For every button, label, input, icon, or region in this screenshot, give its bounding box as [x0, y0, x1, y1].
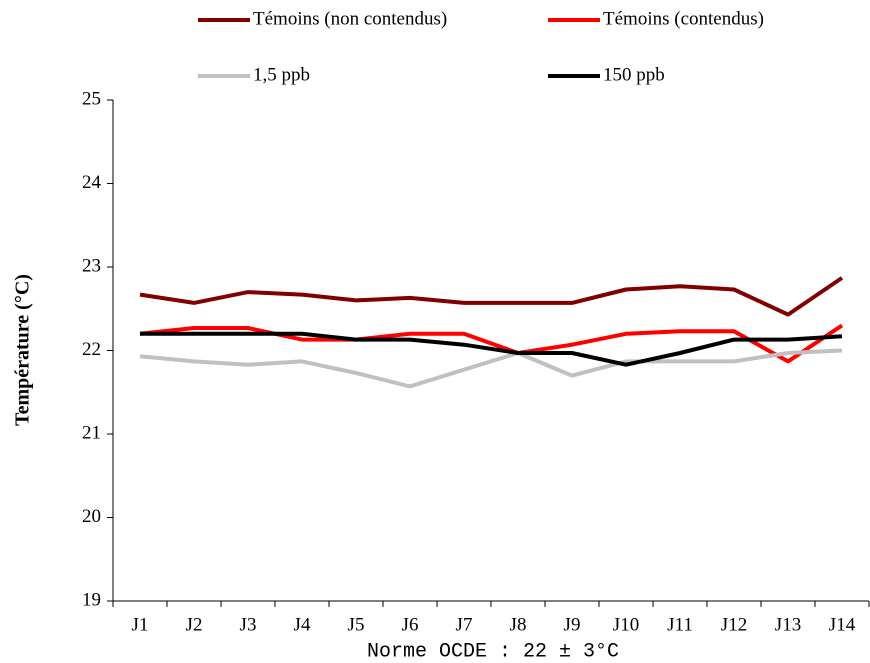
x-tick-label: J13: [775, 614, 801, 635]
x-tick-label: J14: [829, 614, 856, 635]
x-tick-label: J5: [348, 614, 365, 635]
y-tick-label: 22: [82, 339, 101, 360]
x-tick-label: J3: [240, 614, 257, 635]
legend-label: 1,5 ppb: [253, 64, 310, 85]
legend-label: Témoins (non contendus): [253, 8, 447, 29]
annotation: Norme OCDE : 22 ± 3°C: [367, 640, 619, 663]
y-tick-label: 25: [82, 88, 101, 109]
y-axis-label: Température (°C): [12, 274, 34, 426]
y-tick-label: 20: [82, 506, 101, 527]
x-tick-label: J10: [613, 614, 639, 635]
legend-label: 150 ppb: [603, 64, 665, 85]
x-tick-label: J1: [132, 614, 149, 635]
x-tick-label: J2: [186, 614, 203, 635]
y-tick-label: 21: [82, 422, 101, 443]
series-line: [139, 323, 844, 364]
y-tick-label: 19: [82, 589, 101, 610]
x-tick-label: J4: [294, 614, 311, 635]
x-tick-label: J9: [564, 614, 581, 635]
series-line: [140, 331, 843, 367]
y-tick-label: 23: [82, 255, 101, 276]
x-tick-label: J6: [402, 614, 419, 635]
x-tick-label: J7: [456, 614, 473, 635]
y-tick-label: 24: [82, 172, 102, 193]
x-tick-label: J8: [510, 614, 527, 635]
series-line: [139, 276, 844, 317]
series-line: [139, 348, 843, 389]
x-tick-label: J12: [721, 614, 747, 635]
x-tick-label: J11: [667, 614, 693, 635]
legend-label: Témoins (contendus): [603, 8, 764, 29]
